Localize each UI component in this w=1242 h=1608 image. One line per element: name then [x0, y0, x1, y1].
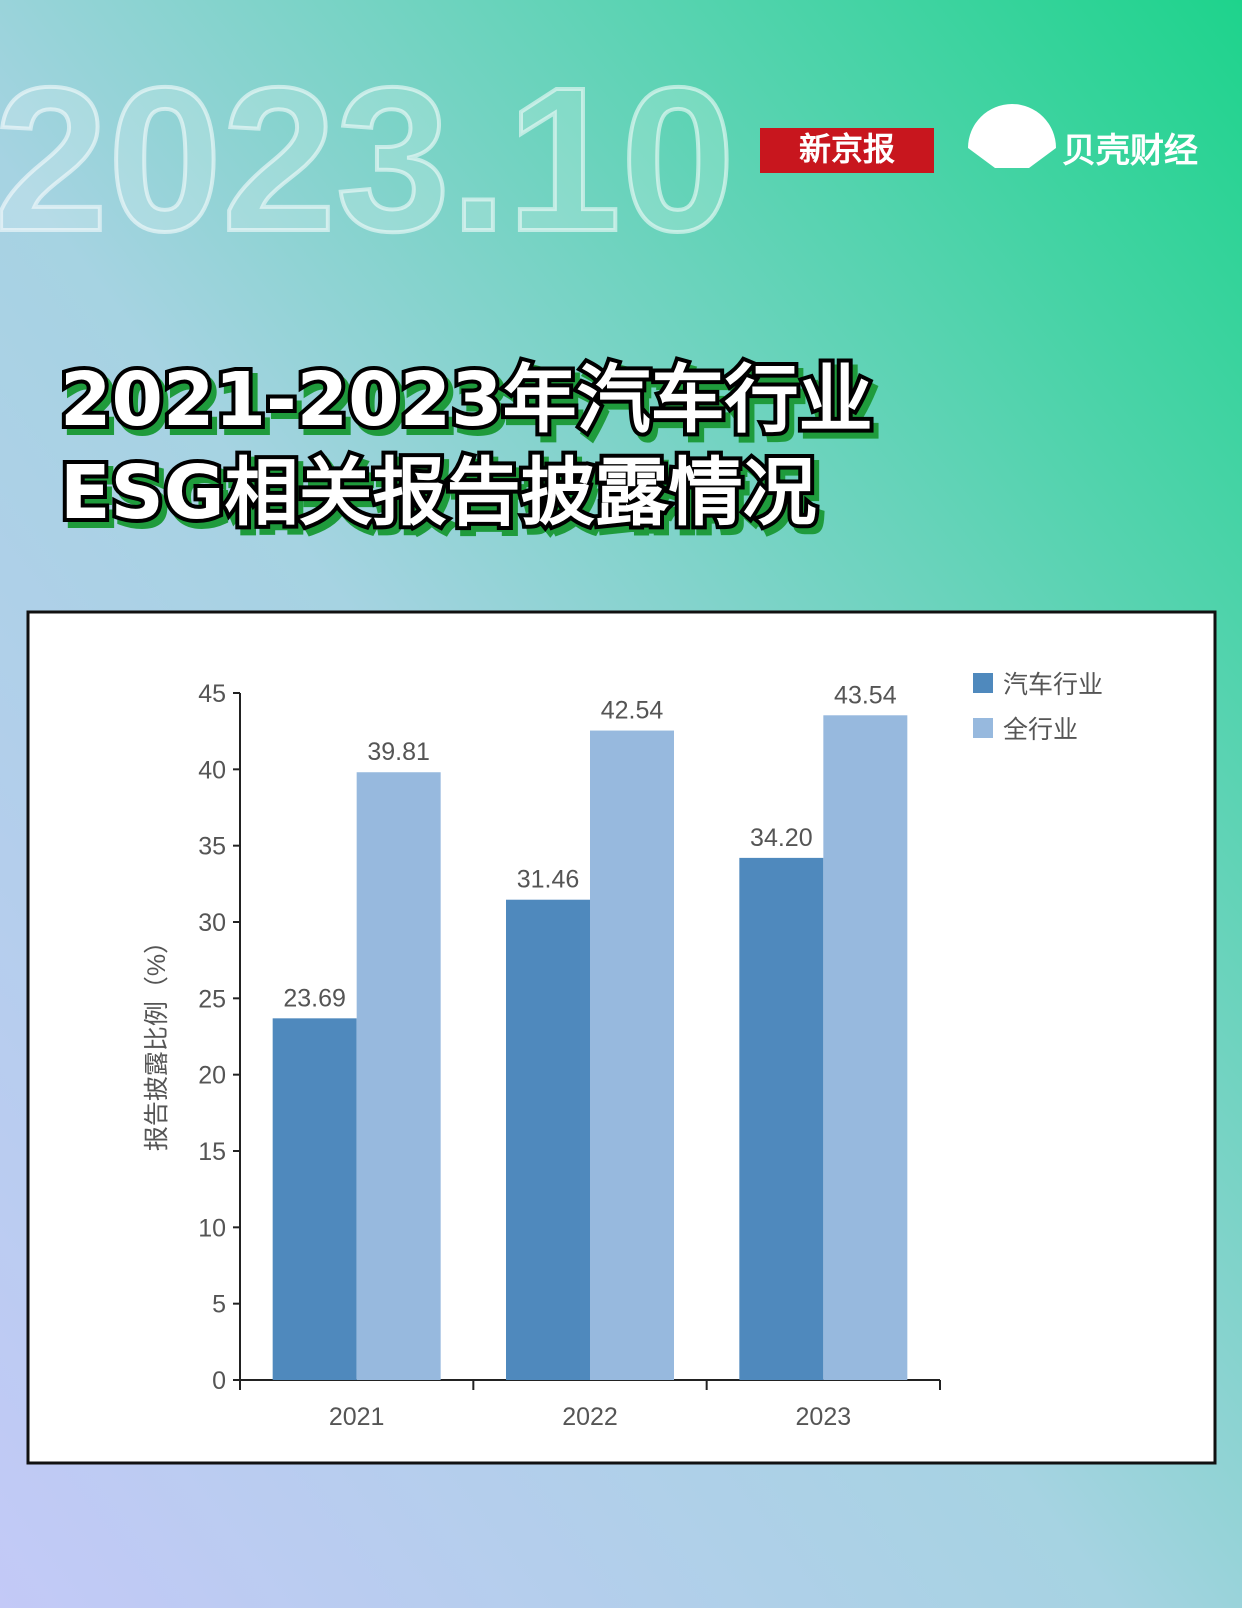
chart: 0 5 10 15 20 25 30 35 40 45 报告披露比例（%） 2021 23.69 39.8…: [143, 671, 1103, 1431]
y-tick-label: 40: [198, 756, 226, 784]
bar: [506, 899, 590, 1380]
y-tick-label: 0: [212, 1367, 226, 1395]
date-watermark: 2023.10: [0, 45, 735, 274]
logo-bk: 贝壳财经: [1062, 131, 1198, 171]
bar: [823, 715, 908, 1380]
y-tick-label: 20: [198, 1062, 226, 1090]
value-label: 39.81: [367, 738, 430, 766]
legend-label: 汽车行业: [1003, 671, 1103, 699]
bar: [356, 772, 441, 1380]
title: ESG相关报告披露情况: [60, 450, 817, 536]
value-label: 31.46: [517, 866, 580, 894]
y-tick-label: 25: [198, 985, 226, 1013]
logo-xjb: 新京报: [799, 130, 895, 168]
legend-swatch: [973, 718, 993, 738]
bar: [590, 730, 674, 1380]
y-tick-label: 5: [212, 1291, 226, 1319]
shell-icon: [968, 104, 1056, 168]
x-tick-label: 2021: [329, 1403, 385, 1431]
x-tick-label: 2022: [562, 1403, 618, 1431]
legend-label: 全行业: [1003, 716, 1078, 744]
value-label: 34.20: [750, 824, 813, 852]
value-label: 42.54: [601, 697, 664, 725]
y-tick-label: 30: [198, 909, 226, 937]
legend-swatch: [973, 673, 993, 693]
title: 2021-2023年汽车行业: [60, 357, 873, 443]
bar: [272, 1018, 357, 1380]
y-tick-label: 35: [198, 833, 226, 861]
y-tick-label: 10: [198, 1214, 226, 1242]
value-label: 43.54: [834, 681, 897, 709]
y-tick-label: 15: [198, 1138, 226, 1166]
y-tick-label: 45: [198, 680, 226, 708]
logo-box: [760, 128, 934, 173]
y-axis-label: 报告披露比例（%）: [143, 929, 171, 1151]
x-tick-label: 2023: [796, 1403, 852, 1431]
bar: [739, 857, 824, 1380]
value-label: 23.69: [283, 984, 346, 1012]
